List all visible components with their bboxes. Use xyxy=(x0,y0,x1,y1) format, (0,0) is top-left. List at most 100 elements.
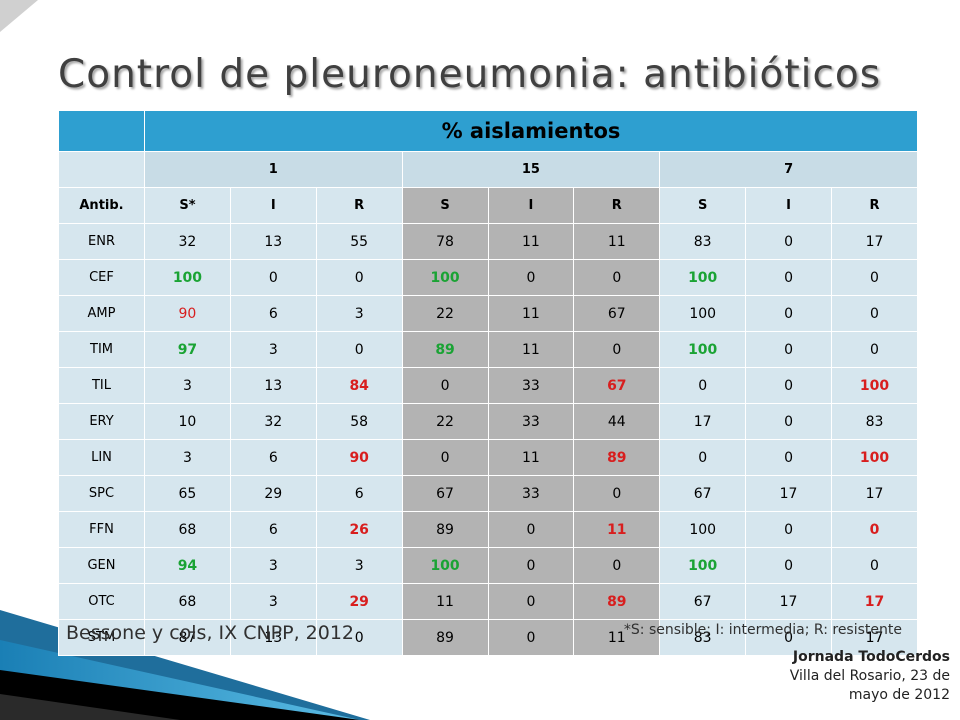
table-row: SPC 65 29 6 67 33 0 67 17 17 xyxy=(58,475,918,512)
table-cell: 0 xyxy=(745,331,832,368)
table-cell: 11 xyxy=(487,331,575,368)
table-cell: 0 xyxy=(487,259,575,296)
table-cell: 67 xyxy=(573,295,661,332)
event-name: Jornada TodoCerdos xyxy=(792,649,950,665)
table-cell: 11 xyxy=(573,223,661,260)
groups-row: 1 15 7 xyxy=(58,151,918,188)
row-label: ENR xyxy=(58,223,145,260)
sub-header: I xyxy=(487,187,575,224)
table-row: ENR 32 13 55 78 11 11 83 0 17 xyxy=(58,223,918,260)
table-cell: 0 xyxy=(573,259,661,296)
table-cell: 100 xyxy=(659,511,747,548)
sub-header: R xyxy=(315,187,403,224)
row-label: STM xyxy=(58,619,145,656)
table-cell: 0 xyxy=(831,295,918,332)
table-row: OTC 68 3 29 11 0 89 67 17 17 xyxy=(58,583,918,620)
table-cell: 100 xyxy=(144,259,231,296)
table-cell: 89 xyxy=(401,511,489,548)
table-cell: 13 xyxy=(229,223,317,260)
corner-decoration-top-left xyxy=(0,0,38,32)
table-cell: 55 xyxy=(315,223,403,260)
event-date: mayo de 2012 xyxy=(848,687,950,703)
table-cell: 100 xyxy=(831,439,918,476)
table-cell: 94 xyxy=(144,547,231,584)
table-cell: 26 xyxy=(315,511,403,548)
table-cell: 0 xyxy=(487,583,575,620)
antibiotic-table: % aislamientos 1 15 7 Antib. S* I R S I … xyxy=(58,110,918,656)
event-info: Jornada TodoCerdos Villa del Rosario, 23… xyxy=(790,648,950,705)
source-citation: Bessone y cols, IX CNPP, 2012 xyxy=(66,622,355,644)
table-row: STM 87 13 0 89 0 11 83 0 17 xyxy=(58,619,918,656)
table-cell: 0 xyxy=(573,475,661,512)
row-label: TIL xyxy=(58,367,145,404)
table-cell: 83 xyxy=(659,223,747,260)
corner-cell xyxy=(58,110,145,152)
table-cell: 13 xyxy=(229,367,317,404)
table-cell: 90 xyxy=(144,295,231,332)
table-cell: 0 xyxy=(659,367,747,404)
page-title: Control de pleuroneumonia: antibióticos xyxy=(58,52,882,97)
table-row: FFN 68 6 26 89 0 11 100 0 0 xyxy=(58,511,918,548)
table-row: CEF 100 0 0 100 0 0 100 0 0 xyxy=(58,259,918,296)
table-cell: 32 xyxy=(229,403,317,440)
subheader-row: Antib. S* I R S I R S I R xyxy=(58,187,918,224)
table-cell: 0 xyxy=(229,259,317,296)
table-cell: 0 xyxy=(831,511,918,548)
table-row: GEN 94 3 3 100 0 0 100 0 0 xyxy=(58,547,918,584)
table-cell: 44 xyxy=(573,403,661,440)
table-cell: 22 xyxy=(401,295,489,332)
table-cell: 83 xyxy=(831,403,918,440)
table-cell: 3 xyxy=(229,583,317,620)
table-cell: 17 xyxy=(745,583,832,620)
table-cell: 100 xyxy=(831,367,918,404)
table-cell: 89 xyxy=(401,331,489,368)
table-cell: 67 xyxy=(573,367,661,404)
table-cell: 3 xyxy=(144,367,231,404)
table-cell: 100 xyxy=(659,331,747,368)
table-cell: 100 xyxy=(401,547,489,584)
table-cell: 0 xyxy=(573,547,661,584)
table-cell: 78 xyxy=(401,223,489,260)
legend-note: *S: sensible; I: intermedia; R: resisten… xyxy=(623,622,902,638)
table-cell: 0 xyxy=(745,619,832,656)
table-cell: 11 xyxy=(487,439,575,476)
table-cell: 3 xyxy=(229,547,317,584)
table-cell: 6 xyxy=(229,295,317,332)
table-cell: 3 xyxy=(229,331,317,368)
table-cell: 100 xyxy=(659,547,747,584)
table-cell: 97 xyxy=(144,331,231,368)
table-cell: 0 xyxy=(401,367,489,404)
table-cell: 17 xyxy=(831,583,918,620)
table-cell: 29 xyxy=(229,475,317,512)
row-label: GEN xyxy=(58,547,145,584)
table-cell: 17 xyxy=(831,475,918,512)
table-cell: 0 xyxy=(745,295,832,332)
row-label: TIM xyxy=(58,331,145,368)
sub-header: R xyxy=(573,187,661,224)
table-row: AMP 90 6 3 22 11 67 100 0 0 xyxy=(58,295,918,332)
row-label: FFN xyxy=(58,511,145,548)
antib-header: Antib. xyxy=(58,187,145,224)
table-cell: 0 xyxy=(573,331,661,368)
table-cell: 0 xyxy=(831,547,918,584)
table-cell: 11 xyxy=(573,511,661,548)
table-cell: 0 xyxy=(745,547,832,584)
table-row: TIM 97 3 0 89 11 0 100 0 0 xyxy=(58,331,918,368)
table-cell: 6 xyxy=(229,439,317,476)
table-cell: 3 xyxy=(144,439,231,476)
empty-cell xyxy=(58,151,145,188)
row-label: ERY xyxy=(58,403,145,440)
table-cell: 22 xyxy=(401,403,489,440)
table-cell: 68 xyxy=(144,511,231,548)
table-cell: 32 xyxy=(144,223,231,260)
sub-header: R xyxy=(831,187,918,224)
row-label: LIN xyxy=(58,439,145,476)
row-label: OTC xyxy=(58,583,145,620)
table-cell: 89 xyxy=(573,583,661,620)
table-cell: 6 xyxy=(315,475,403,512)
table-row: TIL 3 13 84 0 33 67 0 0 100 xyxy=(58,367,918,404)
table-cell: 65 xyxy=(144,475,231,512)
row-label: AMP xyxy=(58,295,145,332)
sub-header: S* xyxy=(144,187,231,224)
table-cell: 11 xyxy=(401,583,489,620)
